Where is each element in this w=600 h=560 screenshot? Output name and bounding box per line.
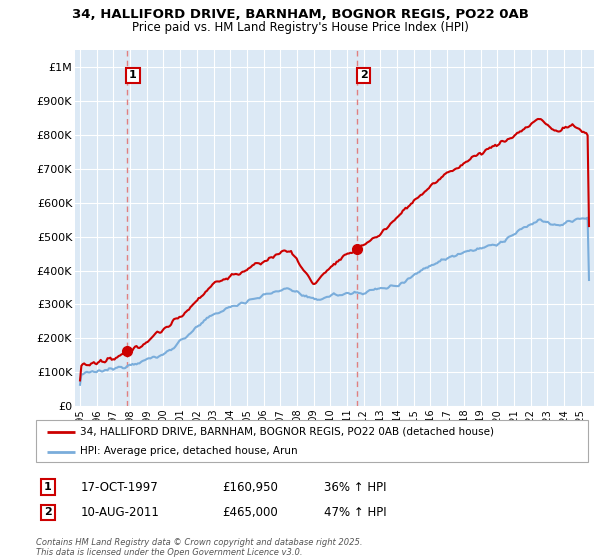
- Text: 10-AUG-2011: 10-AUG-2011: [81, 506, 160, 519]
- Text: Contains HM Land Registry data © Crown copyright and database right 2025.
This d: Contains HM Land Registry data © Crown c…: [36, 538, 362, 557]
- Text: 34, HALLIFORD DRIVE, BARNHAM, BOGNOR REGIS, PO22 0AB (detached house): 34, HALLIFORD DRIVE, BARNHAM, BOGNOR REG…: [80, 427, 494, 437]
- Text: 1: 1: [44, 482, 52, 492]
- Text: 17-OCT-1997: 17-OCT-1997: [81, 480, 159, 494]
- Text: £160,950: £160,950: [222, 480, 278, 494]
- Text: 36% ↑ HPI: 36% ↑ HPI: [324, 480, 386, 494]
- Text: 2: 2: [359, 71, 367, 80]
- FancyBboxPatch shape: [36, 420, 588, 462]
- Text: £465,000: £465,000: [222, 506, 278, 519]
- Text: 47% ↑ HPI: 47% ↑ HPI: [324, 506, 386, 519]
- Text: 34, HALLIFORD DRIVE, BARNHAM, BOGNOR REGIS, PO22 0AB: 34, HALLIFORD DRIVE, BARNHAM, BOGNOR REG…: [71, 8, 529, 21]
- Text: Price paid vs. HM Land Registry's House Price Index (HPI): Price paid vs. HM Land Registry's House …: [131, 21, 469, 34]
- Text: 1: 1: [129, 71, 137, 80]
- Text: 2: 2: [44, 507, 52, 517]
- Text: HPI: Average price, detached house, Arun: HPI: Average price, detached house, Arun: [80, 446, 298, 456]
